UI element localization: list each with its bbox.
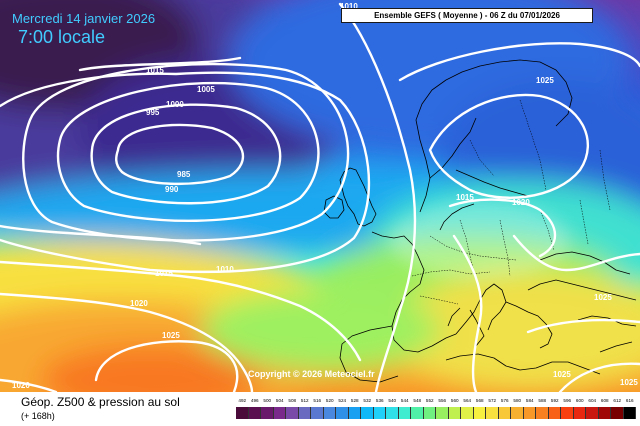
- scale-tick-label: 492: [238, 398, 247, 403]
- scale-tick-label: 568: [475, 398, 484, 403]
- scale-swatch: [286, 407, 299, 419]
- isobar-label: 985: [177, 170, 191, 179]
- isobar-label: 1020: [130, 299, 148, 308]
- isobar-label: 1025: [620, 378, 638, 387]
- scale-tick-label: 508: [288, 398, 297, 403]
- z500-color-field: [0, 0, 640, 392]
- scale-tick-label: 572: [488, 398, 497, 403]
- scale-swatch: [623, 407, 636, 419]
- scale-swatch: [461, 407, 474, 419]
- isobar-label: 1015: [155, 269, 173, 278]
- scale-swatch: [586, 407, 599, 419]
- scale-swatch: [448, 407, 461, 419]
- isobar-label: 1005: [197, 85, 215, 94]
- isobar-label: 1025: [553, 370, 571, 379]
- scale-swatch: [386, 407, 399, 419]
- scale-swatch: [511, 407, 524, 419]
- scale-tick-label: 552: [425, 398, 434, 403]
- scale-swatch: [536, 407, 549, 419]
- scale-tick-label: 616: [625, 398, 634, 403]
- field-title: Géop. Z500 & pression au sol: [21, 395, 180, 409]
- land-tint: [390, 200, 570, 280]
- scale-swatch: [486, 407, 499, 419]
- isobar-label: 1010: [340, 2, 358, 11]
- scale-swatch: [611, 407, 624, 419]
- isobar-labels: 1010 1015 1005 1000 995 985 990 1025 101…: [12, 2, 638, 390]
- scale-tick-label: 596: [563, 398, 572, 403]
- scale-swatch: [298, 407, 311, 419]
- scale-swatch: [248, 407, 261, 419]
- geopotential-map: 1010 1015 1005 1000 995 985 990 1025 101…: [0, 0, 640, 392]
- isobar-label: 1025: [162, 331, 180, 340]
- scale-tick-label: 520: [325, 398, 334, 403]
- isobar-label: 1025: [536, 76, 554, 85]
- scale-tick-label: 592: [550, 398, 559, 403]
- isobar-label: 990: [165, 185, 179, 194]
- scale-tick-label: 560: [450, 398, 459, 403]
- scale-tick-label: 548: [413, 398, 422, 403]
- scale-tick-label: 612: [613, 398, 622, 403]
- scale-swatch: [398, 407, 411, 419]
- scale-swatch: [311, 407, 324, 419]
- copyright-notice: Copyright © 2026 Meteociel.fr: [248, 369, 375, 379]
- isobar-label: 995: [146, 108, 160, 117]
- scale-swatch: [561, 407, 574, 419]
- forecast-local-time: 7:00 locale: [18, 27, 106, 47]
- scale-tick-label: 608: [600, 398, 609, 403]
- scale-swatch: [348, 407, 361, 419]
- country-borders: [411, 99, 611, 305]
- scale-tick-label: 584: [525, 398, 534, 403]
- scale-swatch: [473, 407, 486, 419]
- isobar-label: 1020: [512, 198, 530, 207]
- isobar-label: 1025: [594, 293, 612, 302]
- scale-tick-label: 512: [300, 398, 309, 403]
- scale-swatch: [548, 407, 561, 419]
- scale-swatch: [323, 407, 336, 419]
- model-run-label: Ensemble GEFS ( Moyenne ) - 06 Z du 07/0…: [341, 8, 593, 23]
- scale-tick-label: 604: [588, 398, 597, 403]
- scale-tick-label: 564: [463, 398, 472, 403]
- lead-time: (+ 168h): [21, 411, 55, 421]
- scale-tick-label: 496: [250, 398, 259, 403]
- isobar-label: 1020: [12, 381, 30, 390]
- coastlines: [323, 59, 637, 383]
- scale-tick-label: 556: [438, 398, 447, 403]
- scale-swatch: [236, 407, 249, 419]
- scale-tick-label: 524: [338, 398, 347, 403]
- forecast-date: Mercredi 14 janvier 2026: [12, 11, 156, 26]
- scale-tick-label: 528: [350, 398, 359, 403]
- scale-swatch: [361, 407, 374, 419]
- scale-swatch: [523, 407, 536, 419]
- scale-tick-label: 500: [263, 398, 272, 403]
- color-scale: 492 496 500 504 508 512 516 520 524 528 532 536 540 5…: [236, 398, 636, 424]
- scale-swatch: [436, 407, 449, 419]
- scale-tick-label: 576: [500, 398, 509, 403]
- scale-tick-label: 540: [388, 398, 397, 403]
- scale-tick-label: 600: [575, 398, 584, 403]
- scale-swatch: [373, 407, 386, 419]
- scale-tick-label: 504: [275, 398, 284, 403]
- isobar-label: 1015: [146, 66, 164, 75]
- scale-swatch: [423, 407, 436, 419]
- scale-tick-label: 516: [313, 398, 322, 403]
- scale-swatch: [573, 407, 586, 419]
- scale-swatch: [498, 407, 511, 419]
- isobar-label: 1000: [166, 100, 184, 109]
- scale-swatch: [273, 407, 286, 419]
- scale-swatch: [411, 407, 424, 419]
- scale-tick-label: 580: [513, 398, 522, 403]
- isobar-label: 1010: [216, 265, 234, 274]
- scale-tick-label: 532: [363, 398, 372, 403]
- isobar-label: 1015: [456, 193, 474, 202]
- scale-swatch: [261, 407, 274, 419]
- scale-tick-label: 536: [375, 398, 384, 403]
- scale-tick-label: 588: [538, 398, 547, 403]
- scale-swatch: [598, 407, 611, 419]
- scale-tick-label: 544: [400, 398, 409, 403]
- isobars: [0, 2, 640, 392]
- scale-swatch: [336, 407, 349, 419]
